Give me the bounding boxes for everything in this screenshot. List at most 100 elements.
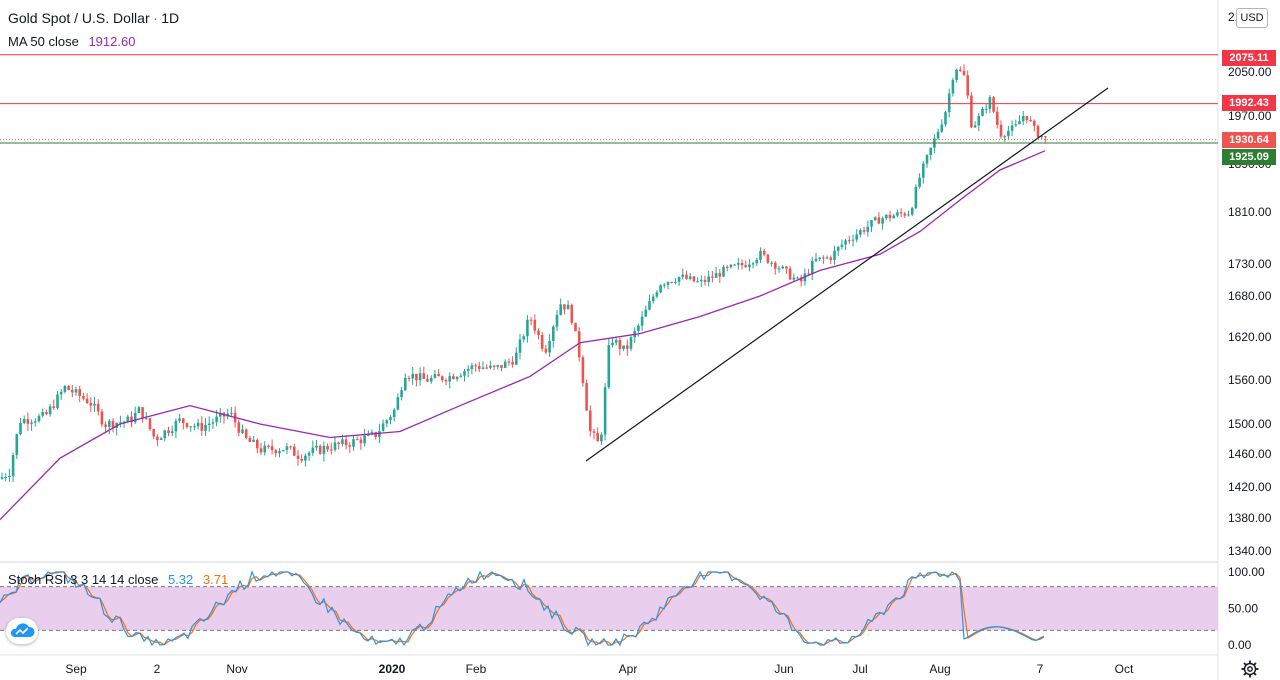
candle-body: [940, 124, 944, 132]
candle-body: [189, 426, 192, 428]
candle-body: [903, 213, 907, 216]
candle-body: [688, 276, 692, 279]
candle-body: [289, 446, 292, 448]
candle-body: [215, 416, 218, 423]
candle-body: [1025, 116, 1029, 120]
ma-label: MA 50 close: [8, 34, 79, 49]
candle-body: [422, 373, 426, 379]
candle-body: [515, 352, 518, 365]
candle-body: [544, 348, 548, 353]
candle-body: [925, 155, 929, 164]
candle-body: [666, 282, 670, 285]
candle-body: [511, 361, 514, 365]
candle-body: [359, 439, 363, 444]
currency-button[interactable]: USD: [1236, 8, 1268, 28]
candle-body: [392, 409, 396, 418]
candle-body: [337, 442, 340, 444]
candle-body: [400, 390, 403, 398]
candle-body: [267, 445, 270, 447]
candle-body: [548, 340, 551, 353]
candle-body: [163, 430, 167, 439]
stoch-legend[interactable]: Stoch RSI 3 3 14 14 close 5.32 3.71: [8, 572, 228, 587]
candle-body: [648, 301, 651, 310]
candle-body: [677, 276, 681, 282]
candle-body: [82, 396, 85, 399]
candle-body: [951, 80, 955, 94]
candle-body: [955, 69, 958, 81]
stoch-d-value: 3.71: [202, 572, 229, 587]
candle-body: [947, 93, 951, 113]
candle-body: [674, 281, 677, 283]
ma50-line: [0, 150, 1046, 521]
price-axis-label: 1970.00: [1228, 109, 1272, 123]
time-axis-label: Sep: [65, 662, 87, 676]
candle-body: [193, 426, 196, 428]
candle-body: [685, 274, 688, 279]
candle-body: [34, 421, 37, 423]
candle-body: [737, 263, 740, 265]
candle-body: [385, 420, 389, 424]
candle-body: [592, 431, 596, 433]
candle-body: [185, 422, 189, 428]
candle-body: [725, 266, 729, 268]
candle-body: [59, 391, 63, 395]
stoch-k-line: [0, 570, 1045, 647]
candle-body: [133, 412, 137, 423]
candle-body: [1033, 120, 1036, 126]
tradingview-logo-icon[interactable]: [6, 618, 38, 644]
price-tag-1992: 1992.43: [1222, 95, 1276, 111]
candle-body: [318, 445, 322, 454]
candle-body: [825, 257, 829, 259]
candle-body: [614, 339, 618, 343]
symbol-legend[interactable]: Gold Spot / U.S. Dollar · 1D: [8, 10, 180, 26]
candle-body: [774, 262, 777, 269]
candle-body: [563, 304, 566, 310]
candle-body: [74, 389, 78, 393]
candle-body: [30, 422, 33, 424]
candle-body: [1044, 136, 1047, 138]
candle-body: [156, 436, 159, 441]
candle-body: [762, 250, 766, 255]
candle-body: [11, 454, 15, 476]
candle-body: [814, 258, 818, 261]
candle-body: [437, 374, 440, 377]
ma-legend[interactable]: MA 50 close 1912.60: [8, 34, 135, 49]
candle-body: [485, 367, 488, 369]
candle-body: [78, 389, 81, 397]
candle-body: [740, 263, 744, 266]
candle-body: [89, 403, 93, 406]
candle-body: [159, 438, 163, 441]
time-axis-label: Aug: [929, 662, 950, 676]
candle-body: [574, 322, 577, 332]
cloud-icon: [10, 623, 35, 637]
candle-body: [692, 276, 696, 282]
candle-body: [670, 282, 673, 284]
candle-body: [378, 431, 381, 438]
candle-body: [751, 263, 755, 265]
candle-body: [818, 257, 821, 259]
candle-body: [566, 304, 570, 310]
price-axis-label: 1620.00: [1228, 330, 1272, 344]
candle-body: [93, 403, 96, 406]
candle-body: [333, 442, 337, 450]
candle-body: [885, 214, 888, 219]
candle-body: [463, 371, 466, 376]
candle-body: [452, 376, 455, 380]
candle-body: [8, 475, 11, 478]
candle-body: [252, 439, 255, 442]
candle-body: [152, 429, 155, 437]
candle-body: [581, 357, 585, 384]
time-axis-label: Jun: [774, 662, 793, 676]
candle-body: [274, 450, 278, 454]
candle-body: [241, 429, 244, 433]
candle-body: [270, 446, 274, 451]
settings-gear-icon[interactable]: [1240, 659, 1260, 679]
candle-body: [626, 345, 629, 349]
candle-body: [381, 423, 385, 432]
candle-body: [577, 331, 581, 358]
candle-body: [959, 69, 962, 71]
candle-body: [404, 377, 407, 391]
candle-body: [478, 366, 481, 369]
